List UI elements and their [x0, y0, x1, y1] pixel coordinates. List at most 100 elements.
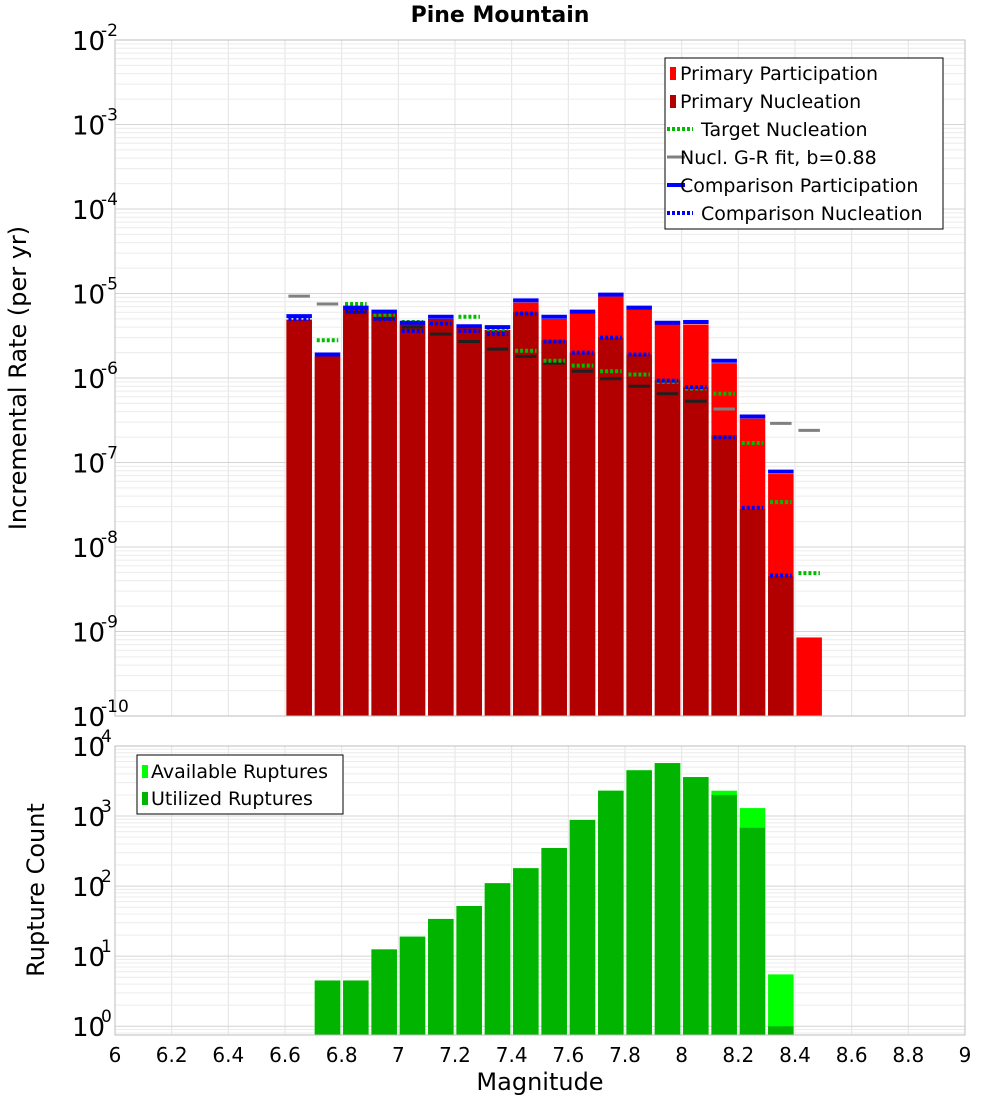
- nucleation-bar: [428, 318, 454, 716]
- x-tick-label: 7.8: [609, 1043, 641, 1067]
- utilized-bar: [768, 1026, 794, 1035]
- bottom-ytick-exponent: 3: [101, 797, 112, 817]
- participation-bar: [796, 637, 822, 716]
- x-tick-label: 8.8: [892, 1043, 924, 1067]
- utilized-bar: [626, 770, 652, 1035]
- legend-label: Target Nucleation: [700, 119, 868, 141]
- x-tick-label: 6.8: [326, 1043, 358, 1067]
- top-ytick-exponent: -6: [101, 359, 118, 379]
- bottom-ytick-exponent: 0: [101, 1007, 112, 1027]
- bottom-ytick-label: 10: [72, 873, 105, 903]
- legend-label: Comparison Nucleation: [701, 203, 923, 225]
- utilized-bar: [654, 763, 681, 1035]
- x-tick-label: 7.4: [496, 1043, 528, 1067]
- top-ytick-label: 10: [72, 619, 105, 649]
- nucleation-bar: [739, 509, 766, 716]
- nucleation-bar: [343, 309, 369, 716]
- legend-swatch: [670, 67, 676, 80]
- top-ytick-label: 10: [72, 27, 105, 57]
- x-tick-label: 9: [959, 1043, 972, 1067]
- bottom-y-axis-label: Rupture Count: [22, 803, 50, 977]
- nucleation-bar: [569, 352, 596, 716]
- utilized-bar: [456, 906, 482, 1035]
- nucleation-bar: [399, 324, 426, 716]
- top-ytick-exponent: -10: [101, 697, 129, 717]
- available-bar: [768, 974, 794, 1035]
- nucleation-bar: [513, 312, 539, 716]
- bottom-legend: Available Ruptures Utilized Ruptures: [136, 754, 344, 815]
- utilized-bar: [598, 790, 624, 1035]
- nucleation-bar: [286, 319, 312, 716]
- top-ytick-label: 10: [72, 112, 105, 142]
- x-tick-label: 6.6: [269, 1043, 301, 1067]
- bottom-plot-border: [114, 745, 966, 1036]
- legend-label: Primary Participation: [680, 63, 878, 85]
- utilized-bar: [428, 918, 454, 1035]
- top-ytick-label: 10: [72, 703, 105, 733]
- x-tick-label: 7.6: [552, 1043, 584, 1067]
- top-plot-border: [114, 39, 966, 717]
- utilized-bar: [484, 883, 511, 1035]
- legend-swatch: [670, 95, 676, 108]
- legend-label: Utilized Ruptures: [151, 788, 313, 810]
- nucleation-bar: [456, 328, 482, 716]
- top-ytick-exponent: -9: [101, 613, 118, 633]
- top-ytick-exponent: -5: [101, 275, 118, 295]
- utilized-bar: [683, 777, 709, 1035]
- bottom-ytick-exponent: 1: [101, 937, 112, 957]
- bottom-ytick-label: 10: [72, 733, 105, 763]
- nucleation-bar: [768, 576, 794, 716]
- bottom-plot-bars: [314, 763, 794, 1035]
- bottom-ytick-exponent: 2: [101, 867, 112, 887]
- x-tick-label: 8.6: [836, 1043, 868, 1067]
- utilized-bar: [314, 980, 341, 1035]
- top-ytick-label: 10: [72, 450, 105, 480]
- top-plot-lines: [286, 292, 820, 578]
- top-ytick-exponent: -2: [101, 21, 118, 41]
- bottom-ytick-label: 10: [72, 943, 105, 973]
- legend-swatch: [142, 792, 148, 805]
- utilized-bar: [513, 868, 539, 1035]
- utilized-bar: [371, 949, 397, 1035]
- x-tick-label: 8.2: [722, 1043, 754, 1067]
- top-ytick-label: 10: [72, 534, 105, 564]
- utilized-bar: [711, 794, 737, 1035]
- top-plot-bars: [286, 296, 822, 716]
- legend-label: Primary Nucleation: [680, 91, 861, 113]
- x-tick-label: 8: [675, 1043, 688, 1067]
- x-axis-ticks: 6 6.2 6.4 6.6 6.8 7 7.2 7.4 7.6 7.8 8 8.2 8.4 8.6 8.8 9: [109, 1043, 972, 1067]
- nucleation-bar: [683, 387, 709, 716]
- top-ytick-exponent: -8: [101, 528, 118, 548]
- top-ytick-exponent: -7: [101, 444, 118, 464]
- nucleation-bar: [711, 435, 737, 716]
- bottom-ytick-label: 10: [72, 1013, 105, 1043]
- bottom-legend-box: [136, 754, 344, 815]
- x-tick-label: 8.4: [779, 1043, 811, 1067]
- x-tick-label: 6: [109, 1043, 122, 1067]
- bottom-ytick-exponent: 4: [101, 727, 112, 747]
- top-legend: Primary Participation Primary Nucleation T…: [664, 57, 944, 230]
- nucleation-bar: [314, 356, 341, 716]
- legend-label: Available Ruptures: [151, 761, 328, 783]
- bottom-plot-grid: [114, 745, 966, 1035]
- top-ytick-label: 10: [72, 281, 105, 311]
- top-y-axis-label: Incremental Rate (per yr): [4, 226, 32, 530]
- utilized-bar: [541, 848, 567, 1035]
- chart-title: Pine Mountain: [411, 3, 590, 28]
- legend-label: Nucl. G-R fit, b=0.88: [680, 147, 877, 169]
- nucleation-bar: [598, 337, 624, 716]
- x-tick-label: 6.4: [212, 1043, 244, 1067]
- nucleation-bar: [371, 313, 397, 716]
- top-plot-grid: [114, 39, 966, 717]
- utilized-bar: [399, 936, 426, 1035]
- top-ytick-label: 10: [72, 365, 105, 395]
- top-legend-box: [664, 57, 944, 230]
- utilized-bar: [739, 827, 766, 1035]
- nucleation-bar: [484, 329, 511, 716]
- top-ytick-exponent: -3: [101, 106, 118, 126]
- bottom-ytick-label: 10: [72, 803, 105, 833]
- x-tick-label: 7.2: [439, 1043, 471, 1067]
